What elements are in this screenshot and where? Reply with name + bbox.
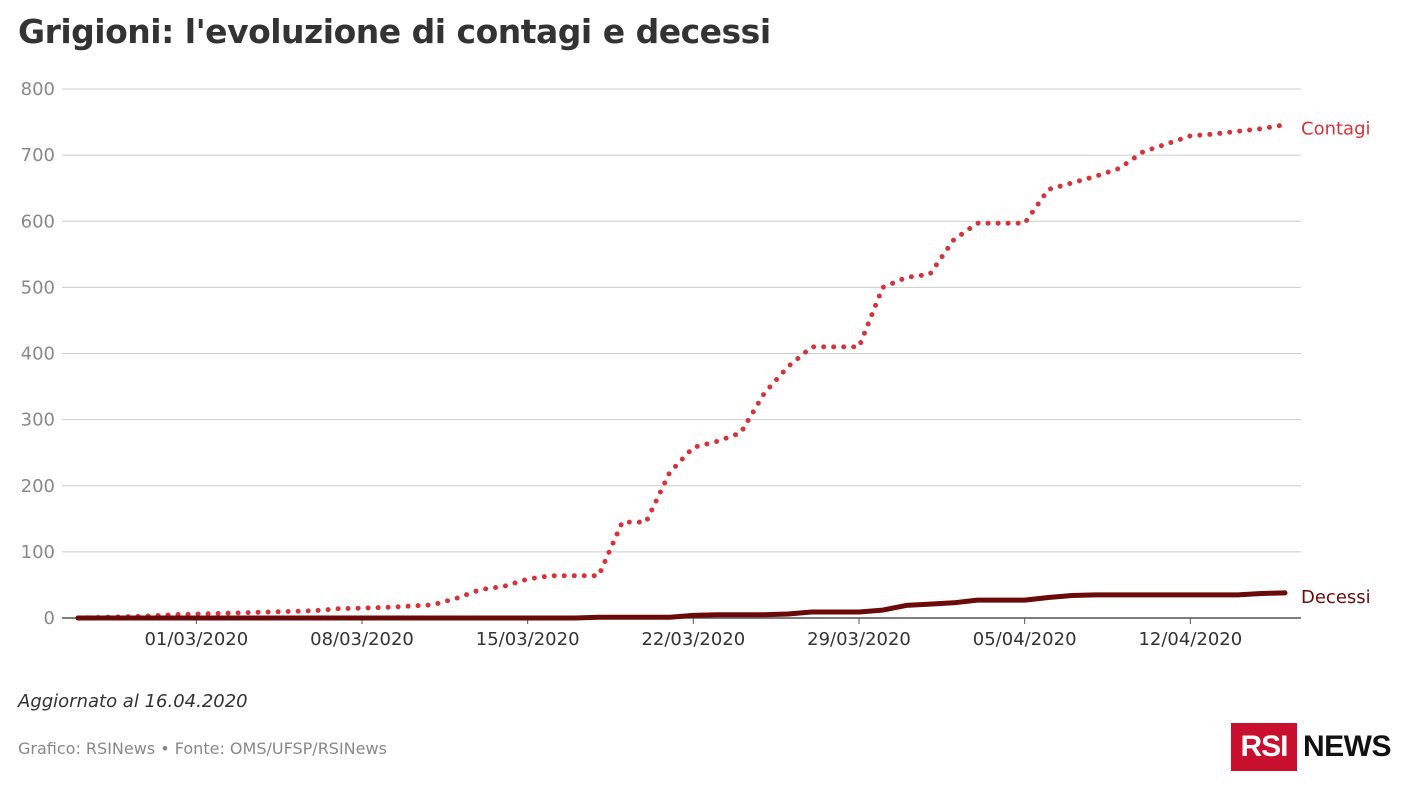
y-tick-label: 0 <box>44 608 55 629</box>
series-label-decessi: Decessi <box>1301 587 1371 608</box>
y-tick-label: 300 <box>21 410 55 431</box>
x-tick-label: 01/03/2020 <box>144 629 248 650</box>
series-label-contagi: Contagi <box>1301 119 1371 140</box>
x-axis-ticks: 01/03/2020 08/03/2020 15/03/2020 22/03/2020… <box>144 618 1242 650</box>
x-tick-label: 08/03/2020 <box>310 629 414 650</box>
series-lines <box>75 122 1288 621</box>
y-tick-label: 500 <box>21 277 55 298</box>
rsi-news-logo: RSI NEWS <box>1231 723 1392 771</box>
series-line-contagi <box>75 122 1288 621</box>
y-tick-label: 100 <box>21 542 55 563</box>
y-axis-ticks: 0 100 200 300 400 500 600 700 800 <box>21 79 55 629</box>
y-tick-label: 700 <box>21 145 55 166</box>
series-line-decessi <box>75 590 1288 621</box>
y-tick-label: 800 <box>21 79 55 100</box>
x-tick-label: 05/04/2020 <box>973 629 1077 650</box>
y-tick-label: 600 <box>21 211 55 232</box>
x-tick-label: 22/03/2020 <box>641 629 745 650</box>
y-tick-label: 400 <box>21 344 55 365</box>
logo-news-text: NEWS <box>1303 730 1392 763</box>
logo-rsi-box: RSI <box>1231 723 1297 771</box>
x-tick-label: 12/04/2020 <box>1138 629 1242 650</box>
x-tick-label: 29/03/2020 <box>807 629 911 650</box>
source-credit: Grafico: RSINews • Fonte: OMS/UFSP/RSINe… <box>18 739 387 758</box>
gridlines <box>62 88 1301 619</box>
y-tick-label: 200 <box>21 476 55 497</box>
updated-note: Aggiornato al 16.04.2020 <box>18 691 248 712</box>
series-labels: Contagi Decessi <box>1301 119 1371 608</box>
chart-title: Grigioni: l'evoluzione di contagi e dece… <box>18 12 771 51</box>
x-tick-label: 15/03/2020 <box>476 629 580 650</box>
